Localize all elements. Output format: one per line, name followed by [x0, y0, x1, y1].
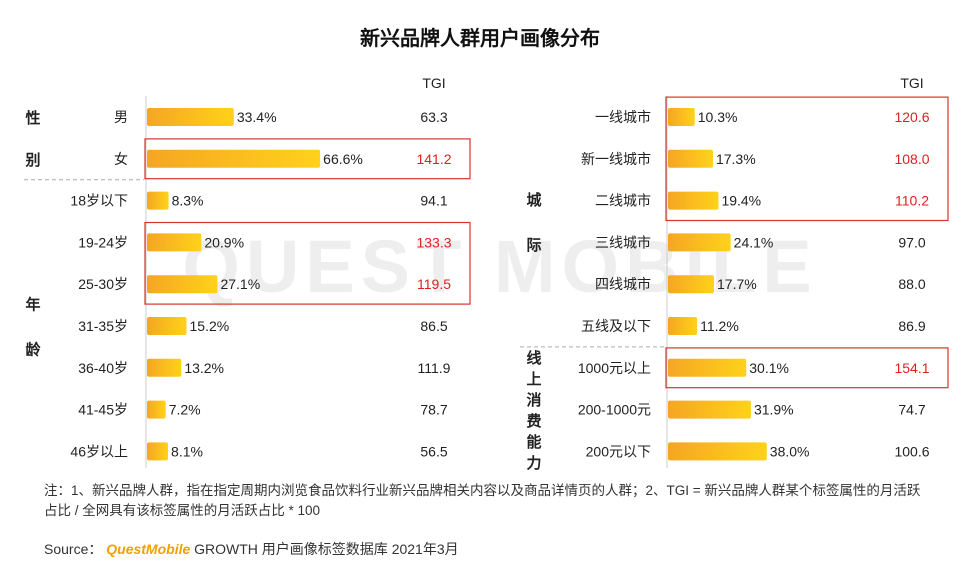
- left-category-label: 18岁以下: [70, 193, 128, 209]
- right-group-label-char: 城: [526, 191, 541, 209]
- right-category-label: 一线城市: [595, 109, 651, 125]
- right-bar: [668, 358, 747, 377]
- left-group-label-char: 性: [25, 109, 40, 127]
- right-value-label: 31.9%: [754, 402, 794, 418]
- right-value-label: 17.7%: [717, 276, 757, 292]
- left-bar: [147, 149, 321, 168]
- left-value-label: 66.6%: [323, 151, 363, 167]
- left-tgi-value: 119.5: [417, 276, 451, 292]
- source-suffix: GROWTH 用户画像标签数据库 2021年3月: [194, 541, 459, 557]
- left-category-label: 41-45岁: [78, 402, 128, 418]
- right-category-label: 1000元以上: [578, 360, 651, 376]
- right-bar: [668, 108, 695, 126]
- right-group-label-char: 能: [526, 433, 541, 451]
- right-tgi-value: 86.9: [898, 318, 925, 334]
- left-group-label-char: 年: [25, 296, 40, 314]
- left-value-label: 15.2%: [190, 318, 230, 334]
- left-category-label: 19-24岁: [78, 234, 128, 250]
- right-category-label: 二线城市: [595, 193, 651, 209]
- right-bar: [668, 400, 751, 419]
- left-group-label-char: 别: [24, 152, 40, 169]
- right-bar: [668, 149, 713, 168]
- left-tgi-value: 111.9: [418, 360, 451, 376]
- right-value-label: 19.4%: [721, 193, 761, 209]
- left-value-label: 13.2%: [184, 360, 224, 376]
- left-bar: [147, 191, 169, 210]
- left-value-label: 8.1%: [171, 443, 203, 459]
- left-category-label: 男: [114, 109, 128, 125]
- left-tgi-value: 86.5: [420, 318, 447, 334]
- left-tgi-value: 63.3: [420, 109, 447, 125]
- left-tgi-value: 78.7: [420, 402, 447, 418]
- left-bar: [147, 442, 169, 461]
- right-bar: [668, 191, 719, 210]
- right-value-label: 30.1%: [749, 360, 789, 376]
- left-value-label: 33.4%: [237, 109, 277, 125]
- left-highlight-box: [144, 138, 471, 180]
- right-category-label: 200元以下: [586, 443, 651, 459]
- right-value-label: 38.0%: [770, 443, 810, 459]
- left-category-label: 31-35岁: [78, 318, 128, 334]
- left-value-label: 27.1%: [220, 276, 260, 292]
- right-bar: [668, 442, 767, 461]
- source-brand: QuestMobile: [106, 541, 191, 557]
- left-bar: [147, 358, 182, 377]
- right-value-label: 17.3%: [716, 151, 756, 167]
- left-bar: [147, 275, 218, 294]
- right-bar: [668, 317, 698, 335]
- left-value-label: 8.3%: [172, 193, 204, 209]
- chart-title: 新兴品牌人群用户画像分布: [360, 28, 600, 50]
- left-tgi-value: 56.5: [420, 443, 447, 459]
- left-tgi-value: 133.3: [416, 234, 451, 250]
- right-group-label-char: 际: [526, 237, 541, 254]
- left-category-label: 25-30岁: [78, 276, 128, 292]
- right-group-label-char: 线: [526, 349, 541, 367]
- right-tgi-value: 97.0: [898, 234, 925, 250]
- left-bar: [147, 108, 234, 126]
- right-category-label: 三线城市: [595, 234, 651, 250]
- right-category-label: 新一线城市: [581, 151, 651, 167]
- left-value-label: 20.9%: [204, 234, 244, 250]
- right-category-label: 五线及以下: [581, 318, 651, 334]
- left-group-label-char: 龄: [25, 341, 41, 359]
- right-category-label: 四线城市: [595, 276, 651, 292]
- left-bar: [147, 317, 187, 335]
- right-group-label-char: 力: [526, 454, 541, 472]
- right-tgi-value: 108.0: [894, 151, 929, 167]
- right-tgi-value: 88.0: [898, 276, 925, 292]
- right-tgi-header: TGI: [900, 75, 923, 91]
- right-group-label-char: 费: [526, 412, 541, 430]
- right-tgi-value: 74.7: [898, 402, 925, 418]
- left-bar: [147, 400, 166, 419]
- right-group-label-char: 上: [526, 371, 541, 388]
- right-tgi-value: 120.6: [894, 109, 929, 125]
- plot-area: TGI 男 33.4% 63.3 女 66.6% 141.2 18岁以下 8.3% 94.1 19-…: [24, 75, 949, 472]
- left-tgi-header: TGI: [422, 75, 445, 91]
- right-highlight-box: [665, 347, 949, 389]
- right-highlight-box: [665, 96, 949, 222]
- right-tgi-value: 110.2: [895, 193, 929, 209]
- right-category-label: 200-1000元: [578, 402, 651, 418]
- source-prefix: Source：: [44, 541, 103, 557]
- right-tgi-value: 100.6: [894, 443, 929, 459]
- right-bar: [668, 275, 715, 294]
- footnote: 注：1、新兴品牌人群，指在指定周期内浏览食品饮料行业新兴品牌相关内容以及商品详情…: [44, 483, 921, 518]
- left-category-label: 女: [114, 151, 128, 167]
- right-bar: [668, 233, 731, 252]
- source-line: Source： QuestMobile GROWTH 用户画像标签数据库 202…: [44, 539, 459, 559]
- right-value-label: 11.2%: [700, 318, 739, 334]
- right-value-label: 24.1%: [734, 234, 774, 250]
- left-value-label: 7.2%: [169, 402, 201, 418]
- right-group-label-char: 消: [526, 391, 541, 409]
- left-category-label: 36-40岁: [78, 360, 128, 376]
- left-highlight-box: [144, 221, 471, 305]
- left-tgi-value: 141.2: [416, 151, 451, 167]
- right-value-label: 10.3%: [698, 109, 738, 125]
- left-bar: [147, 233, 202, 252]
- right-tgi-value: 154.1: [894, 360, 929, 376]
- left-category-label: 46岁以上: [70, 443, 128, 459]
- left-tgi-value: 94.1: [420, 193, 447, 209]
